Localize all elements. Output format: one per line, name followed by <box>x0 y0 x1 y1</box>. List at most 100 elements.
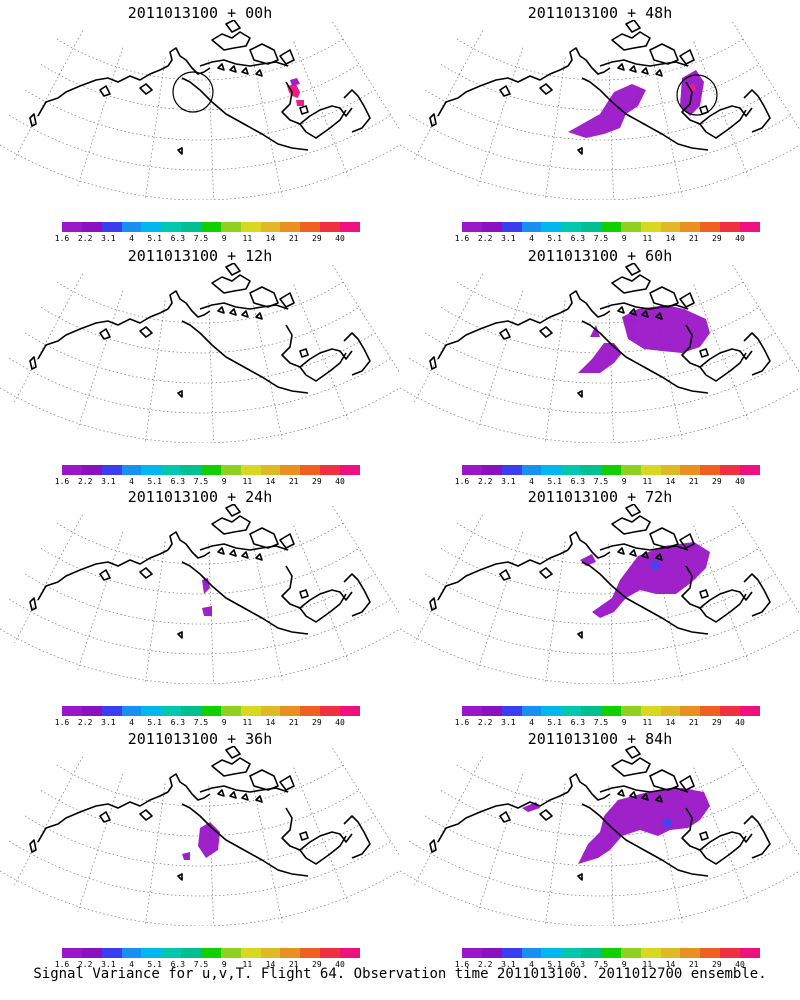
color-scale-label: 14 <box>265 477 276 486</box>
map-view <box>0 504 400 684</box>
color-swatch <box>300 465 321 475</box>
color-scale-label: 3.1 <box>501 234 516 243</box>
color-swatch <box>740 948 760 958</box>
color-scale-bar <box>62 948 360 958</box>
color-scale-label: 3.1 <box>101 234 116 243</box>
color-swatch <box>161 222 182 232</box>
color-swatch <box>680 465 701 475</box>
color-swatch <box>161 706 182 716</box>
color-swatch <box>640 948 661 958</box>
color-swatch <box>601 948 621 958</box>
panel-title: 2011013100 + 60h <box>527 247 673 265</box>
color-scale-labels: 1.6 2.2 3.1 4 5.1 6.3 7.5 9 11 14 21 29 40 <box>452 477 752 487</box>
color-scale-label: 29 <box>312 477 322 486</box>
color-scale-label: 29 <box>712 477 722 486</box>
color-scale-label: 4 <box>129 477 134 486</box>
color-swatch <box>620 222 641 232</box>
color-swatch <box>141 222 162 232</box>
color-swatch <box>601 465 621 475</box>
color-scale-label: 2.2 <box>477 234 493 243</box>
coastlines <box>429 746 771 881</box>
color-swatch <box>740 465 760 475</box>
color-scale-label: 11 <box>242 234 253 243</box>
color-scale-label: 7.5 <box>593 234 609 243</box>
color-scale-label: 21 <box>688 718 699 727</box>
color-swatch <box>220 465 241 475</box>
color-scale-label: 6.3 <box>570 718 586 727</box>
color-swatch <box>462 948 482 958</box>
color-scale-label: 3.1 <box>101 477 116 486</box>
color-swatch <box>501 465 522 475</box>
graticule <box>400 505 800 684</box>
color-scale-label: 11 <box>642 960 653 969</box>
color-swatch <box>340 706 360 716</box>
graticule <box>400 264 800 443</box>
color-scale-label: 4 <box>129 718 134 727</box>
variance-region <box>290 78 300 86</box>
color-swatch <box>121 948 142 958</box>
color-swatch <box>240 465 261 475</box>
color-swatch <box>462 465 482 475</box>
color-swatch <box>201 222 221 232</box>
color-swatch <box>280 465 301 475</box>
map-view <box>0 746 400 926</box>
map-panel: 2011013100 + 24h 1.6 2.2 3.1 4 5.1 6.3 7.5 9 11 14… <box>0 484 400 729</box>
panel-title: 2011013100 + 72h <box>527 488 673 506</box>
color-swatch <box>601 222 621 232</box>
color-scale-label: 21 <box>688 960 699 969</box>
coastlines <box>429 20 771 155</box>
color-swatch <box>300 706 321 716</box>
color-scale-label: 11 <box>642 477 653 486</box>
color-scale-label: 14 <box>665 960 676 969</box>
color-scale-label: 9 <box>621 718 627 727</box>
color-scale-label: 6.3 <box>170 718 186 727</box>
color-swatch <box>141 948 162 958</box>
color-swatch <box>581 465 602 475</box>
color-scale-labels: 1.6 2.2 3.1 4 5.1 6.3 7.5 9 11 14 21 29 40 <box>52 718 352 728</box>
color-swatch <box>660 222 681 232</box>
color-scale-labels: 1.6 2.2 3.1 4 5.1 6.3 7.5 9 11 14 21 29 40 <box>452 234 752 244</box>
color-swatch <box>561 465 582 475</box>
color-scale-label: 7.5 <box>193 477 209 486</box>
color-swatch <box>201 948 221 958</box>
coastlines <box>29 263 371 398</box>
color-swatch <box>141 706 162 716</box>
color-scale-label: 14 <box>265 234 276 243</box>
color-swatch <box>121 706 142 716</box>
color-swatch <box>601 706 621 716</box>
color-swatch <box>581 948 602 958</box>
color-scale-label: 6.3 <box>570 234 586 243</box>
variance-region <box>287 84 300 98</box>
color-swatch <box>201 706 221 716</box>
observation-circle <box>172 71 214 113</box>
color-swatch <box>220 706 241 716</box>
color-swatch <box>561 222 582 232</box>
color-scale-label: 21 <box>688 234 699 243</box>
color-swatch <box>121 222 142 232</box>
color-swatch <box>521 706 542 716</box>
color-scale-label: 7.5 <box>593 477 609 486</box>
color-scale-label: 29 <box>312 960 322 969</box>
color-scale-label: 14 <box>265 960 276 969</box>
color-swatch <box>280 706 301 716</box>
map-panel: 2011013100 + 48h 1.6 2.2 3.1 4 5.1 6.3 7.5 9 11 14… <box>400 0 800 245</box>
color-swatch <box>220 222 241 232</box>
color-scale-bar <box>462 465 760 475</box>
color-scale-label: 14 <box>665 718 676 727</box>
color-swatch <box>700 465 721 475</box>
color-scale-label: 2.2 <box>477 960 493 969</box>
color-scale-label: 11 <box>242 960 253 969</box>
color-scale-label: 11 <box>242 718 253 727</box>
color-swatch <box>660 948 681 958</box>
color-swatch <box>340 222 360 232</box>
color-swatch <box>161 948 182 958</box>
coastlines <box>29 504 371 639</box>
color-swatch <box>62 222 82 232</box>
color-scale-label: 9 <box>221 234 227 243</box>
variance-field <box>287 78 304 106</box>
color-swatch <box>720 948 741 958</box>
color-swatch <box>101 948 122 958</box>
color-scale-label: 29 <box>712 234 722 243</box>
map-panel: 2011013100 + 72h 1.6 2.2 3.1 4 5.1 6.3 7.5 9 11 14… <box>400 484 800 729</box>
